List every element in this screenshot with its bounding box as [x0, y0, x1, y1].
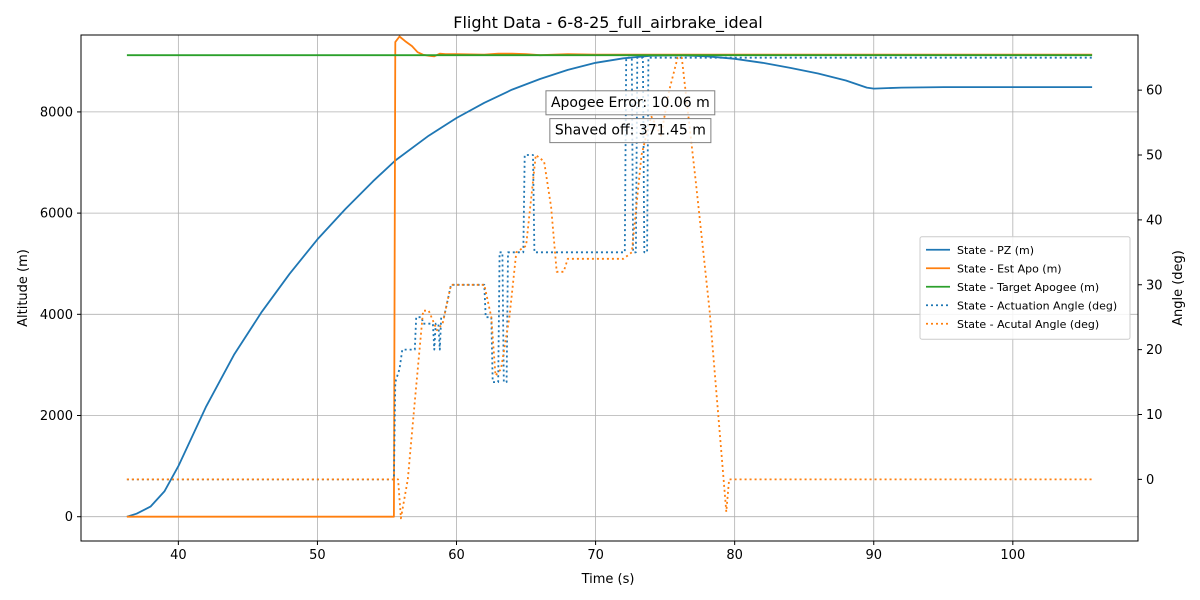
y-tick-label-left: 2000 — [40, 409, 73, 424]
x-tick-label: 90 — [865, 548, 882, 563]
legend-entry-label: State - Target Apogee (m) — [957, 281, 1099, 294]
legend-entry-label: State - Acutal Angle (deg) — [957, 318, 1099, 331]
annotation-frame — [549, 118, 712, 144]
annotation-layer: Apogee Error: 10.06 m Shaved off: 371.45 … — [545, 90, 716, 144]
series-layer — [126, 35, 1093, 520]
y-tick-label-right: 0 — [1146, 473, 1154, 488]
x-tick-label: 70 — [587, 548, 604, 563]
legend-entry-label: State - Est Apo (m) — [957, 262, 1062, 275]
y-axis-label-right: Angle (deg) — [1171, 250, 1186, 326]
y-tick-label-right: 20 — [1146, 343, 1163, 358]
annotation-box: Shaved off: 371.45 m — [549, 118, 712, 144]
annotation-box: Apogee Error: 10.06 m — [545, 90, 716, 116]
series-line-1 — [126, 54, 1093, 518]
x-axis-label: Time (s) — [581, 572, 635, 587]
y-tick-label-left: 4000 — [40, 308, 73, 323]
legend-entry-label: State - Actuation Angle (deg) — [957, 299, 1117, 312]
x-tick-label: 50 — [309, 548, 326, 563]
x-tick-label: 80 — [726, 548, 743, 563]
y-tick-label-right: 10 — [1146, 408, 1163, 423]
legend: State - PZ (m) State - Est Apo (m) State -… — [919, 236, 1131, 340]
y-tick-label-right: 40 — [1146, 213, 1163, 228]
chart-title: Flight Data - 6-8-25_full_airbrake_ideal — [453, 13, 762, 33]
y-tick-label-right: 30 — [1146, 278, 1163, 293]
x-tick-label: 40 — [170, 548, 187, 563]
annotation-frame — [545, 90, 716, 116]
annotation-text: Shaved off: 371.45 m — [555, 123, 706, 139]
ticks-layer: 40 50 60 70 80 90 100 0 2000 4000 6000 8000 0 10 20 30 4… — [40, 84, 1163, 563]
y-tick-label-left: 0 — [65, 510, 73, 525]
legend-entry-label: State - PZ (m) — [957, 244, 1034, 257]
y-tick-label-left: 8000 — [40, 105, 73, 120]
y-tick-label-right: 50 — [1146, 149, 1163, 164]
x-tick-label: 60 — [448, 548, 465, 563]
annotation-text: Apogee Error: 10.06 m — [551, 95, 710, 111]
series-line-5 — [126, 56, 1093, 520]
x-tick-label: 100 — [1000, 548, 1025, 563]
legend-frame — [919, 236, 1131, 340]
y-tick-label-right: 60 — [1146, 84, 1163, 99]
y-tick-label-left: 6000 — [40, 207, 73, 222]
y-axis-label-left: Altitude (m) — [16, 249, 31, 327]
plot-frame — [80, 34, 1139, 542]
